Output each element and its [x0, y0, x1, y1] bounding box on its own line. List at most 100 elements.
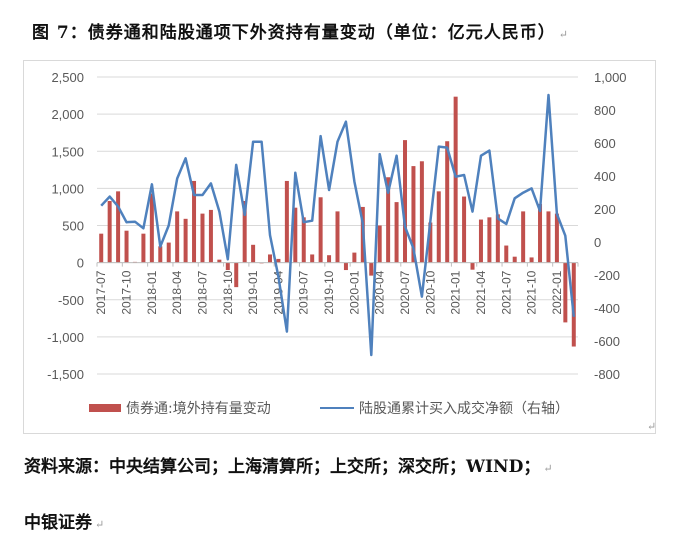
bar	[478, 219, 483, 263]
bar	[107, 200, 112, 263]
bar	[141, 233, 146, 263]
bar	[352, 252, 357, 263]
bar	[487, 217, 492, 263]
bar	[234, 262, 239, 288]
x-tick-label: 2017-10	[120, 270, 134, 314]
x-tick-label: 2019-07	[297, 270, 311, 314]
bar	[445, 141, 450, 263]
bar	[419, 161, 424, 263]
bar	[369, 262, 374, 276]
legend-swatch-bar	[89, 404, 121, 412]
left-axis-tick-label: -500	[58, 293, 84, 308]
bar	[470, 262, 475, 270]
bar	[200, 213, 205, 263]
bar	[276, 258, 281, 263]
x-tick-label: 2019-10	[322, 270, 336, 314]
right-axis-tick-label: -200	[594, 268, 620, 283]
x-tick-label: 2018-01	[145, 270, 159, 314]
bar	[267, 254, 272, 263]
left-axis-tick-label: 1,000	[51, 181, 84, 196]
bar	[192, 180, 197, 263]
bar	[343, 262, 348, 271]
bar	[529, 257, 534, 263]
bar	[158, 246, 163, 263]
left-axis-tick-label: -1,000	[47, 330, 84, 345]
x-tick-label: 2018-10	[221, 270, 235, 314]
bar	[208, 209, 213, 263]
paragraph-mark: ↵	[95, 518, 105, 531]
legend-label-bar: 债券通:境外持有量变动	[126, 401, 271, 417]
bar	[335, 211, 340, 263]
x-tick-label: 2021-07	[499, 270, 513, 314]
bar	[411, 166, 416, 263]
x-tick-label: 2019-01	[246, 270, 260, 314]
bar	[293, 207, 298, 263]
x-tick-label: 2018-04	[170, 270, 184, 314]
x-tick-label: 2021-04	[474, 270, 488, 314]
chart-container	[23, 60, 656, 434]
figure-title-text: 图 7：债券通和陆股通项下外资持有量变动（单位：亿元人民币）	[32, 23, 556, 43]
x-tick-label: 2018-07	[195, 270, 209, 314]
bar	[462, 196, 467, 263]
figure-title: 图 7：债券通和陆股通项下外资持有量变动（单位：亿元人民币） ↵	[32, 18, 569, 43]
source-note-2: 中银证券 ↵	[24, 508, 104, 533]
bar	[495, 214, 500, 263]
bar	[183, 218, 188, 263]
left-axis-tick-label: 2,500	[51, 70, 84, 85]
right-axis-tick-label: 600	[594, 136, 616, 151]
left-axis-tick-label: 1,500	[51, 144, 84, 159]
bar	[149, 193, 154, 263]
bar	[225, 262, 230, 271]
bar	[563, 262, 568, 323]
source-text-2: 中银证券	[24, 513, 92, 533]
bar	[453, 96, 458, 263]
right-axis-tick-label: 0	[594, 235, 601, 250]
right-axis-tick-label: 800	[594, 103, 616, 118]
left-axis-tick-label: 0	[77, 256, 84, 271]
paragraph-mark: ↵	[558, 28, 569, 41]
bar	[521, 211, 526, 263]
bar	[242, 200, 247, 263]
bar	[175, 211, 180, 263]
x-tick-label: 2022-01	[550, 270, 564, 314]
right-axis-tick-label: -400	[594, 301, 620, 316]
bar	[166, 242, 171, 263]
paragraph-mark: ↵	[647, 420, 657, 433]
source-note: 资料来源：中央结算公司；上海清算所；上交所；深交所；WIND； ↵	[24, 452, 553, 477]
bar	[301, 217, 306, 263]
bar	[318, 197, 323, 263]
left-axis-tick-label: 2,000	[51, 107, 84, 122]
right-axis-tick-label: 400	[594, 169, 616, 184]
bar	[327, 255, 332, 263]
bar	[310, 254, 315, 263]
bar	[394, 202, 399, 263]
bar	[554, 213, 559, 263]
bar	[116, 191, 121, 263]
right-axis-tick-label: 200	[594, 202, 616, 217]
left-axis-tick-label: -1,500	[47, 367, 84, 382]
legend-label-line: 陆股通累计买入成交净额（右轴）	[359, 400, 569, 417]
right-axis-tick-label: 1,000	[594, 70, 627, 85]
x-tick-label: 2021-10	[525, 270, 539, 314]
bar	[512, 256, 517, 263]
bar	[546, 211, 551, 263]
bar	[284, 180, 289, 263]
right-axis-tick-label: -800	[594, 367, 620, 382]
bar	[504, 245, 509, 263]
bar	[436, 191, 441, 263]
x-tick-label: 2017-07	[94, 270, 108, 314]
x-tick-label: 2021-01	[449, 270, 463, 314]
bar	[124, 230, 129, 263]
x-tick-label: 2020-01	[347, 270, 361, 314]
left-axis-tick-label: 500	[62, 219, 84, 234]
bar	[428, 222, 433, 263]
bar	[386, 177, 391, 263]
bar	[377, 225, 382, 263]
bar	[538, 203, 543, 263]
bar	[217, 259, 222, 263]
x-tick-label: 2020-07	[398, 270, 412, 314]
bar	[99, 233, 104, 263]
source-text: 资料来源：中央结算公司；上海清算所；上交所；深交所；WIND；	[24, 457, 541, 477]
x-tick-label: 2020-04	[373, 270, 387, 314]
